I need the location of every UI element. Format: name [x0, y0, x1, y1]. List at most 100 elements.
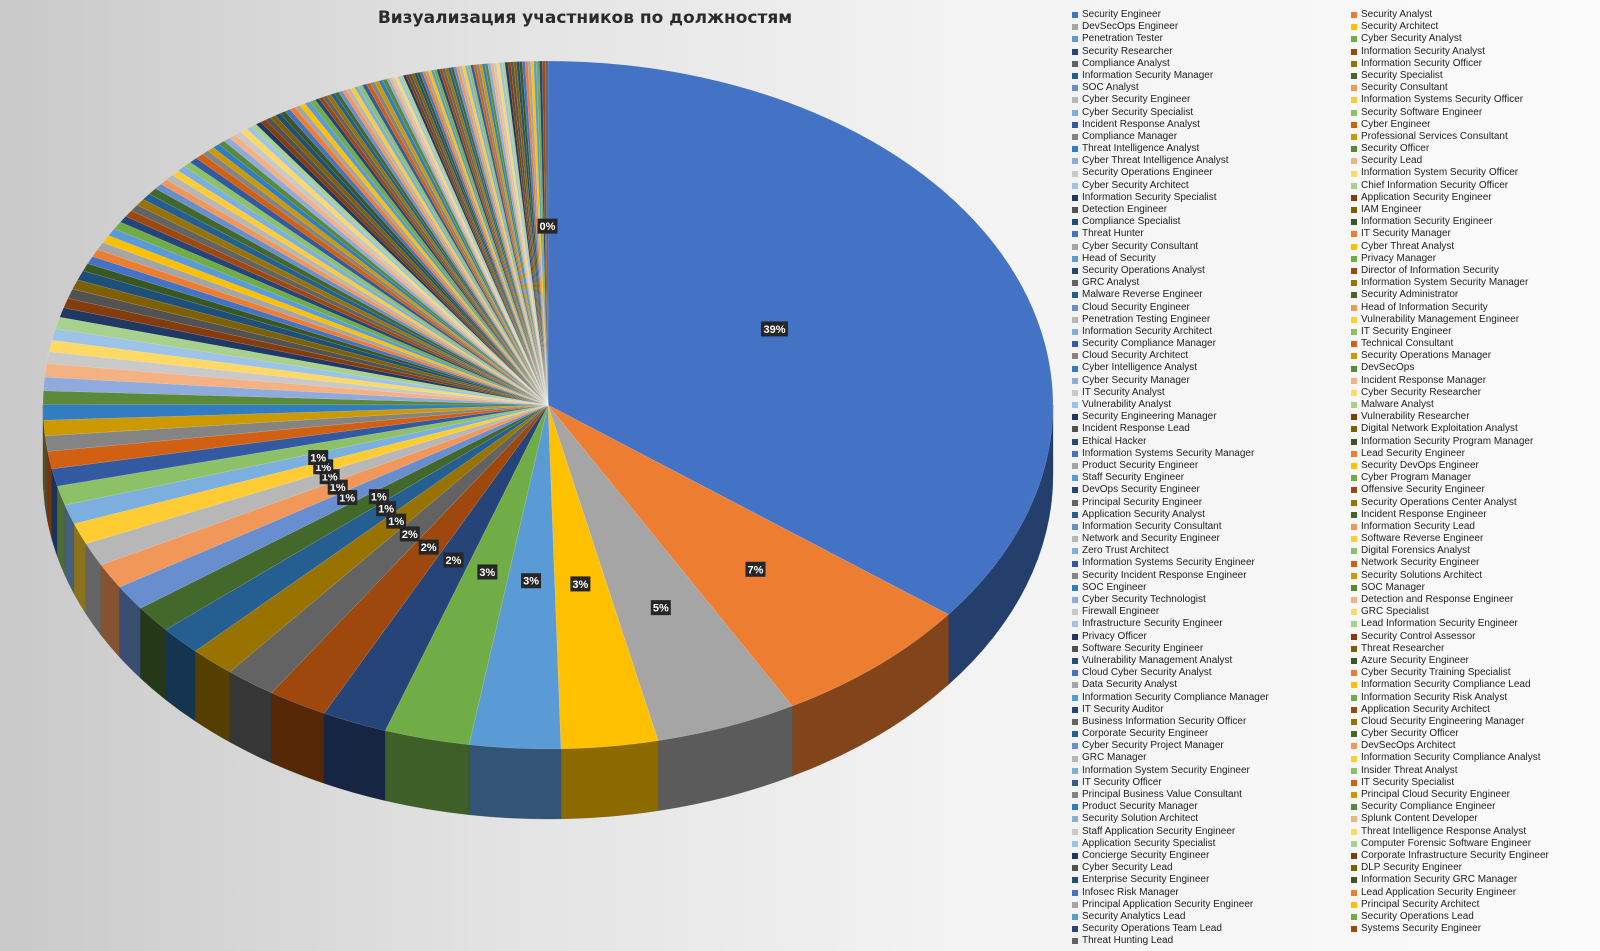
- pie-slice-78: [314, 98, 549, 406]
- legend-item: Cyber Threat Intelligence Analyst: [1072, 155, 1351, 167]
- legend-label: Information Security Manager: [1082, 69, 1214, 81]
- pie-slice-26: [46, 351, 549, 406]
- legend-swatch: [1072, 24, 1078, 31]
- legend-swatch: [1351, 913, 1357, 920]
- legend-item: Principal Security Engineer: [1072, 497, 1351, 509]
- legend-swatch: [1072, 840, 1078, 847]
- data-label-8: 2%: [399, 526, 420, 542]
- legend-label: Penetration Tester: [1082, 33, 1163, 45]
- legend-label: Infrastructure Security Engineer: [1082, 618, 1223, 630]
- pie-slice-22: [42, 404, 549, 421]
- legend-label: Threat Intelligence Response Analyst: [1361, 825, 1527, 837]
- pie-slice-60: [223, 137, 549, 406]
- legend-swatch: [1351, 499, 1357, 506]
- legend-swatch: [1351, 194, 1357, 201]
- legend-swatch: [1351, 36, 1357, 43]
- legend-label: Vulnerability Analyst: [1082, 399, 1172, 410]
- legend-swatch: [1072, 694, 1078, 701]
- legend-swatch: [1072, 48, 1078, 55]
- data-label-16: 1%: [308, 450, 329, 466]
- legend-item: Staff Application Security Engineer: [1072, 826, 1351, 838]
- legend-label: DevSecOps Engineer: [1082, 21, 1179, 33]
- svg-text:3%: 3%: [479, 567, 495, 579]
- legend-label: Cyber Security Project Manager: [1082, 740, 1224, 752]
- legend-label: Cyber Security Researcher: [1361, 386, 1482, 398]
- pie-slice-44: [131, 204, 549, 406]
- legend-item: Lead Information Security Engineer: [1351, 618, 1597, 630]
- legend-label: IT Security Analyst: [1082, 386, 1165, 398]
- legend-swatch: [1351, 353, 1357, 360]
- legend-swatch: [1072, 12, 1078, 19]
- legend-swatch: [1072, 548, 1078, 555]
- legend-item: DevOps Security Engineer: [1072, 484, 1351, 496]
- legend-item: Cyber Security Researcher: [1351, 387, 1597, 399]
- legend-label: Cyber Security Lead: [1082, 862, 1173, 874]
- svg-text:1%: 1%: [378, 504, 394, 516]
- legend-swatch: [1072, 767, 1078, 774]
- legend-label: Cloud Security Engineering Manager: [1361, 715, 1525, 727]
- legend-item: Software Security Engineer: [1072, 643, 1351, 655]
- legend-label: Data Security Analyst: [1082, 679, 1178, 691]
- legend-label: Information System Security Manager: [1361, 277, 1529, 289]
- legend-label: Cloud Cyber Security Analyst: [1082, 667, 1212, 679]
- legend-item: Information Security Lead: [1351, 521, 1597, 533]
- legend-label: Product Security Manager: [1082, 801, 1198, 813]
- pie-slice-42: [119, 216, 549, 406]
- legend-swatch: [1351, 121, 1357, 128]
- legend-label: Software Security Engineer: [1082, 642, 1204, 654]
- legend-swatch: [1351, 609, 1357, 616]
- legend-label: Information Security Program Manager: [1361, 435, 1534, 447]
- legend-swatch: [1351, 255, 1357, 262]
- data-label-5: 3%: [477, 564, 498, 580]
- legend-label: Information Security Compliance Manager: [1082, 691, 1269, 703]
- legend-swatch: [1072, 706, 1078, 713]
- legend-swatch: [1072, 718, 1078, 725]
- legend-item: DevSecOps Architect: [1351, 740, 1597, 752]
- svg-text:2%: 2%: [421, 542, 437, 554]
- legend-swatch: [1072, 207, 1078, 214]
- pie-slice-46: [142, 193, 549, 406]
- legend-label: Enterprise Security Engineer: [1082, 874, 1210, 886]
- pie-side-3: [560, 740, 659, 820]
- legend-item: Incident Response Manager: [1351, 375, 1597, 387]
- legend-label: Professional Services Consultant: [1361, 130, 1508, 142]
- legend-label: Application Security Analyst: [1082, 508, 1205, 520]
- legend-swatch: [1351, 24, 1357, 31]
- legend-swatch: [1072, 73, 1078, 80]
- pie-slice-35: [82, 263, 549, 406]
- pie-slice-39: [102, 235, 549, 406]
- legend-item: SOC Engineer: [1072, 582, 1351, 594]
- legend-item: Product Security Engineer: [1072, 460, 1351, 472]
- legend-swatch: [1351, 901, 1357, 908]
- pie-slice-127: [473, 64, 549, 406]
- legend-label: Lead Information Security Engineer: [1361, 618, 1518, 630]
- legend-swatch: [1072, 170, 1078, 177]
- pie-slice-49: [160, 179, 549, 406]
- legend-label: Vulnerability Researcher: [1361, 411, 1470, 423]
- legend-item: IT Security Specialist: [1351, 777, 1597, 789]
- legend-item: Compliance Manager: [1072, 131, 1351, 143]
- legend-item: Splunk Content Developer: [1351, 813, 1597, 825]
- legend-label: Information Security Architect: [1082, 325, 1213, 337]
- legend-label: Corporate Security Engineer: [1082, 728, 1209, 740]
- svg-text:1%: 1%: [330, 482, 346, 494]
- legend-label: Cyber Security Technologist: [1082, 594, 1206, 605]
- pie-slice-117: [444, 67, 549, 406]
- legend-label: Information Security Compliance Lead: [1361, 679, 1531, 691]
- legend-label: Cyber Security Specialist: [1082, 106, 1194, 118]
- pie-slice-48: [155, 183, 549, 406]
- legend-item: Cyber Security Training Specialist: [1351, 667, 1597, 679]
- pie-slice-66: [255, 121, 549, 406]
- pie-slice-137: [501, 62, 549, 406]
- legend-label: Vulnerability Management Analyst: [1082, 654, 1233, 666]
- legend-swatch: [1072, 85, 1078, 92]
- legend-label: DevSecOps Architect: [1361, 740, 1456, 752]
- legend-label: Incident Response Lead: [1082, 423, 1190, 435]
- legend-swatch: [1072, 633, 1078, 640]
- legend-swatch: [1351, 48, 1357, 55]
- pie-slice-56: [202, 150, 549, 406]
- pie-slice-73: [289, 107, 549, 406]
- legend-item: Information Security Compliance Analyst: [1351, 752, 1597, 764]
- legend-item: Incident Response Engineer: [1351, 509, 1597, 521]
- pie-slice-51: [171, 170, 549, 406]
